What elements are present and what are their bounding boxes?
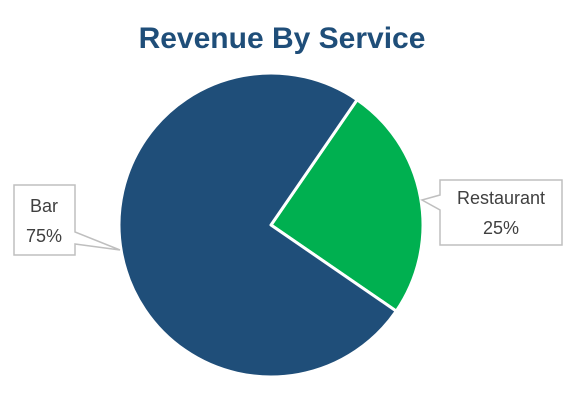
slice-label: Restaurant [457, 188, 545, 208]
slice-value-label: 25% [483, 218, 519, 238]
slice-label: Bar [30, 196, 58, 216]
pie-slice [269, 98, 425, 313]
slice-value-label: 75% [26, 226, 62, 246]
callout-box [13, 184, 121, 256]
chart-title: Revenue By Service [139, 22, 426, 55]
pie [117, 71, 425, 379]
callout-box [420, 179, 563, 246]
pie-slice [117, 71, 398, 379]
